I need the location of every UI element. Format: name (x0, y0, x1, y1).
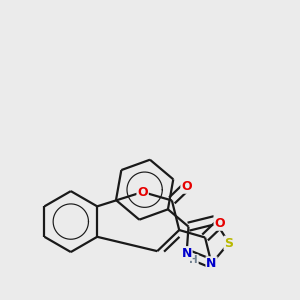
Text: O: O (137, 185, 148, 199)
Text: O: O (181, 180, 192, 193)
Text: N: N (206, 257, 217, 270)
Text: N: N (182, 247, 192, 260)
Text: H: H (189, 255, 198, 265)
Text: S: S (224, 236, 233, 250)
Text: O: O (214, 217, 225, 230)
